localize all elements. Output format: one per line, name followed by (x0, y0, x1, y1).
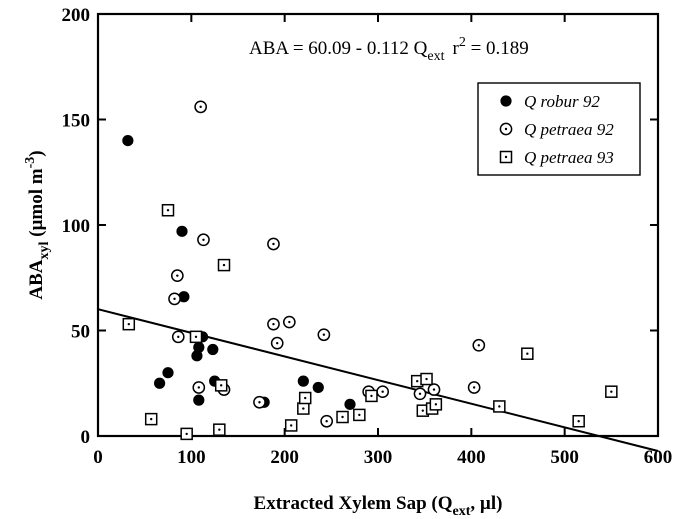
data-point-series-2 (365, 389, 378, 403)
data-point-series-2 (493, 400, 506, 413)
tick-labels: 0 100 200 300 400 500 600 0 50 100 150 200 (62, 5, 673, 468)
y-axis-label: ABAxyl (µmol m-3) (23, 150, 52, 299)
data-point-series-1 (170, 269, 184, 282)
data-point-series-2 (605, 385, 618, 398)
data-point-series-0 (154, 377, 166, 389)
plot-frame (96, 12, 660, 438)
data-point-series-1 (320, 414, 334, 428)
data-point-series-2 (122, 317, 136, 331)
legend-label-q-petraea-92: Q petraea 92 (524, 120, 614, 139)
data-point-series-2 (353, 408, 366, 422)
data-point-series-2 (189, 330, 203, 344)
data-point-series-1 (267, 317, 280, 331)
data-point-series-1 (197, 233, 210, 247)
data-point-series-2 (180, 427, 193, 441)
data-point-series-2 (284, 419, 298, 432)
data-point-series-1 (194, 100, 208, 114)
data-point-series-1 (317, 328, 331, 342)
data-point-series-1 (427, 383, 441, 396)
data-points (122, 100, 618, 441)
data-point-series-2 (144, 412, 158, 426)
data-point-series-2 (572, 414, 585, 428)
data-point-series-0 (344, 398, 356, 410)
data-point-series-1 (413, 387, 427, 401)
legend-marker-q-petraea-92 (499, 122, 513, 136)
data-point-series-0 (162, 367, 174, 379)
y-tick-label: 100 (62, 216, 91, 237)
data-point-series-0 (191, 350, 203, 362)
x-tick-label: 600 (644, 447, 673, 468)
regression-equation: ABA = 60.09 - 0.112 Qext r2 = 0.189 (249, 35, 529, 64)
data-point-series-2 (213, 423, 226, 436)
data-point-series-2 (214, 379, 228, 392)
x-tick-label: 500 (550, 447, 579, 468)
data-point-series-0 (193, 394, 205, 406)
x-axis-label: Extracted Xylem Sap (Qext, µl) (254, 493, 503, 519)
data-point-series-2 (420, 372, 433, 386)
data-point-series-0 (312, 381, 324, 394)
legend-label-q-petraea-93: Q petraea 93 (524, 148, 614, 167)
axis-ticks (97, 13, 659, 437)
y-tick-label: 0 (81, 427, 91, 448)
data-point-series-1 (171, 330, 185, 344)
x-tick-label: 100 (177, 447, 206, 468)
y-tick-label: 200 (62, 5, 91, 26)
data-point-series-1 (192, 381, 206, 394)
data-point-series-1 (267, 237, 280, 251)
data-point-series-2 (297, 402, 310, 415)
data-point-series-1 (270, 336, 284, 350)
x-tick-label: 400 (457, 447, 486, 468)
data-point-series-0 (207, 343, 219, 356)
data-point-series-2 (217, 258, 231, 272)
legend: Q robur 92 Q petraea 92 Q petraea 93 (477, 82, 641, 176)
data-point-series-2 (336, 410, 349, 424)
x-tick-label: 200 (270, 447, 299, 468)
legend-label-q-robur-92: Q robur 92 (524, 92, 600, 111)
data-point-series-2 (429, 398, 443, 411)
data-point-series-1 (472, 338, 486, 352)
data-point-series-0 (178, 291, 190, 303)
x-tick-label: 300 (364, 447, 393, 468)
data-point-series-2 (161, 203, 175, 217)
data-point-series-0 (193, 341, 205, 353)
data-point-series-0 (297, 375, 309, 387)
data-point-series-0 (122, 135, 134, 147)
y-tick-label: 50 (71, 322, 90, 343)
data-point-series-1 (467, 381, 481, 394)
data-point-series-2 (298, 391, 312, 405)
legend-marker-q-robur-92 (500, 95, 512, 107)
y-tick-label: 150 (62, 111, 91, 132)
x-tick-label: 0 (93, 447, 103, 468)
data-point-series-1 (253, 395, 266, 409)
data-point-series-2 (521, 347, 534, 360)
legend-marker-q-petraea-93 (499, 150, 513, 164)
data-point-series-1 (376, 385, 390, 399)
data-point-series-1 (168, 292, 181, 306)
data-point-series-1 (282, 315, 296, 329)
data-point-series-0 (176, 225, 188, 237)
